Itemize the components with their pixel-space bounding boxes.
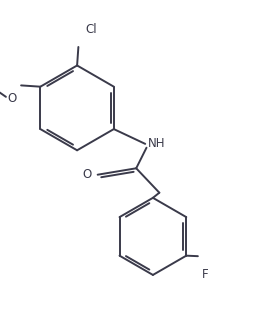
Text: O: O [7,92,16,106]
Text: Cl: Cl [85,23,97,36]
Text: NH: NH [148,137,165,150]
Text: F: F [202,268,208,282]
Text: O: O [82,168,91,181]
